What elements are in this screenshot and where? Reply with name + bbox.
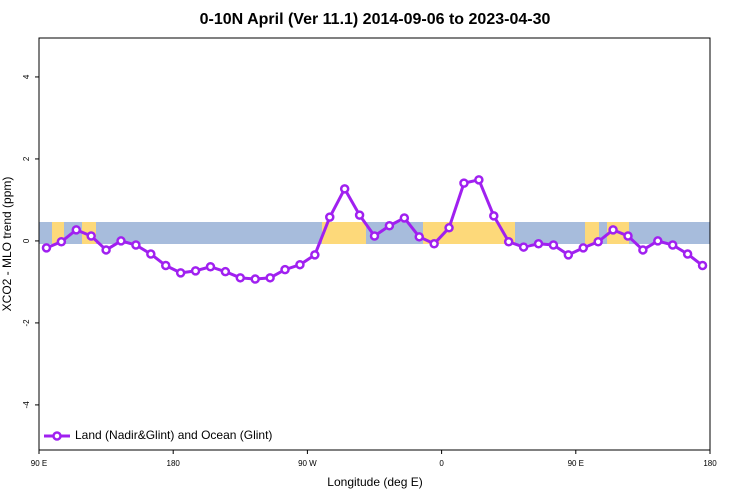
point bbox=[623, 231, 633, 241]
y-tick-label: 4 bbox=[22, 74, 31, 79]
legend-label: Land (Nadir&Glint) and Ocean (Glint) bbox=[75, 428, 272, 442]
plot-frame bbox=[38, 37, 711, 451]
x-tick-label: 180 bbox=[167, 459, 181, 468]
point bbox=[369, 231, 380, 241]
y-tick-label: -2 bbox=[22, 319, 31, 327]
point bbox=[578, 243, 589, 253]
point bbox=[608, 225, 618, 235]
point bbox=[250, 274, 260, 284]
point bbox=[429, 239, 439, 249]
legend: Land (Nadir&Glint) and Ocean (Glint) bbox=[44, 428, 272, 442]
point bbox=[384, 221, 395, 231]
point bbox=[325, 212, 335, 222]
x-tick-label: 90 E bbox=[31, 459, 47, 468]
x-tick-label: 0 bbox=[439, 459, 444, 468]
point bbox=[220, 266, 231, 277]
point bbox=[86, 231, 96, 241]
x-axis-label: Longitude (deg E) bbox=[327, 475, 422, 489]
chart-title: 0-10N April (Ver 11.1) 2014-09-06 to 202… bbox=[200, 11, 551, 28]
point bbox=[265, 273, 275, 283]
y-tick-label: -4 bbox=[22, 401, 31, 409]
point bbox=[354, 210, 365, 220]
point bbox=[518, 242, 529, 252]
point bbox=[682, 249, 693, 259]
point bbox=[399, 213, 410, 223]
point bbox=[146, 249, 156, 259]
point bbox=[697, 260, 708, 271]
point bbox=[310, 250, 320, 260]
point bbox=[175, 268, 186, 278]
point bbox=[160, 260, 171, 271]
point bbox=[205, 262, 216, 272]
point bbox=[280, 264, 290, 275]
land bbox=[322, 222, 366, 244]
y-tick-label: 0 bbox=[22, 238, 31, 243]
point bbox=[548, 240, 559, 250]
point bbox=[489, 211, 499, 221]
point bbox=[56, 236, 67, 247]
point bbox=[638, 245, 648, 255]
x-tick-label: 90 W bbox=[298, 459, 317, 468]
point bbox=[667, 240, 678, 250]
point bbox=[444, 223, 454, 233]
point bbox=[116, 236, 126, 246]
x-tick-label: 90 E bbox=[568, 459, 584, 468]
point bbox=[131, 240, 141, 250]
x-tick-label: 180 bbox=[703, 459, 717, 468]
y-axis-label: XCO2 - MLO trend (ppm) bbox=[0, 177, 14, 312]
point bbox=[71, 225, 82, 235]
point bbox=[459, 178, 469, 188]
point bbox=[414, 232, 424, 242]
point bbox=[503, 236, 514, 247]
point bbox=[295, 259, 305, 270]
point bbox=[653, 236, 663, 246]
point bbox=[474, 175, 484, 185]
point bbox=[563, 250, 574, 260]
point bbox=[533, 239, 544, 249]
point bbox=[593, 236, 603, 247]
point bbox=[190, 266, 201, 276]
point bbox=[235, 273, 246, 283]
y-tick-label: 2 bbox=[22, 156, 31, 161]
point bbox=[339, 184, 350, 194]
legend-marker bbox=[52, 431, 62, 441]
point bbox=[101, 245, 111, 255]
point bbox=[41, 243, 52, 253]
